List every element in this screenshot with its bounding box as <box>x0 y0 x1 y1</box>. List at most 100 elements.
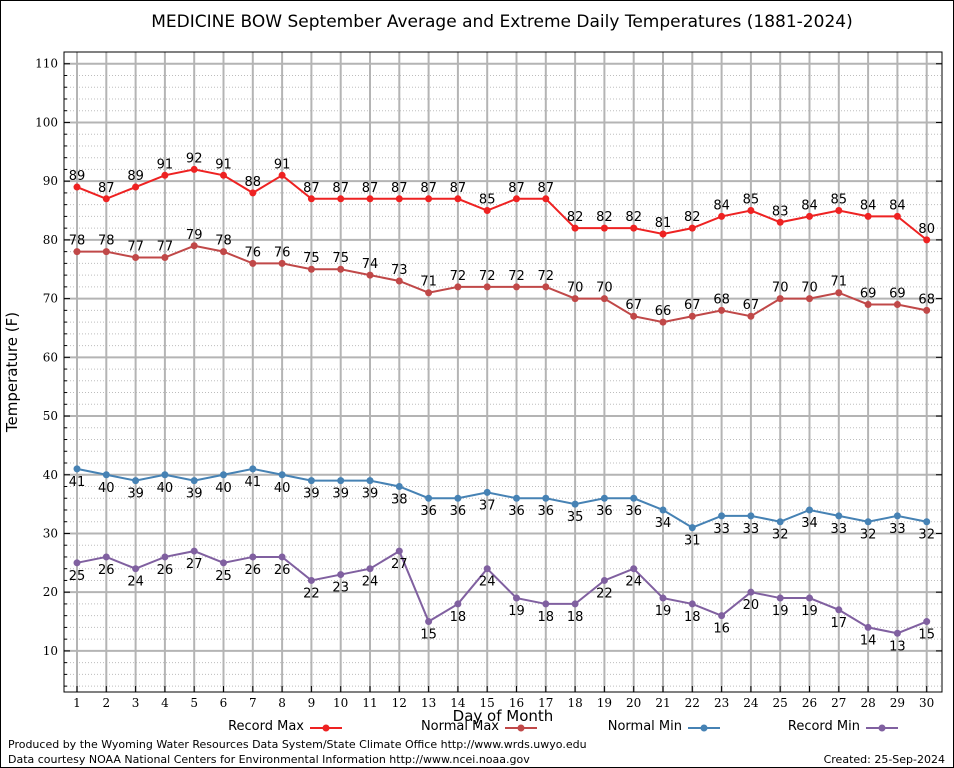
normal-min-point <box>776 518 784 526</box>
record-min-data-label: 26 <box>98 563 115 578</box>
record-min-data-label: 22 <box>596 586 613 601</box>
x-tick-label: 30 <box>919 696 934 710</box>
normal-min-data-label: 36 <box>538 504 555 519</box>
normal-max-point <box>571 295 579 303</box>
record-min-data-label: 24 <box>362 575 379 590</box>
normal-min-point <box>454 494 462 502</box>
record-max-point <box>600 224 608 232</box>
normal-min-data-label: 40 <box>215 481 232 496</box>
record-min-point <box>190 547 198 555</box>
legend-marker-record-max <box>322 724 330 732</box>
normal-min-data-label: 31 <box>684 534 701 549</box>
record-min-point <box>718 612 726 620</box>
x-tick-label: 6 <box>220 696 228 710</box>
normal-min-data-label: 40 <box>274 481 291 496</box>
normal-max-point <box>425 289 433 297</box>
record-min-data-label: 24 <box>127 575 144 590</box>
record-max-data-label: 92 <box>186 151 203 166</box>
normal-max-point <box>249 259 257 267</box>
record-min-data-label: 19 <box>508 604 525 619</box>
normal-max-data-label: 71 <box>831 275 848 290</box>
record-min-data-label: 26 <box>245 563 262 578</box>
normal-max-data-label: 67 <box>625 298 642 313</box>
y-tick-label: 70 <box>43 292 58 306</box>
normal-min-point <box>513 494 520 502</box>
series-lines <box>73 165 931 637</box>
x-tick-label: 27 <box>831 696 846 710</box>
record-min-data-label: 24 <box>625 575 642 590</box>
record-max-point <box>425 195 433 203</box>
record-max-data-label: 87 <box>98 181 115 196</box>
normal-min-point <box>923 518 931 526</box>
record-max-point <box>630 224 638 232</box>
normal-max-data-label: 67 <box>684 298 701 313</box>
record-max-point <box>835 207 843 215</box>
x-tick-label: 14 <box>450 696 466 710</box>
record-min-point <box>688 600 696 608</box>
record-max-point <box>249 189 257 197</box>
normal-min-data-label: 36 <box>508 504 525 519</box>
record-min-point <box>366 565 374 573</box>
normal-min-point <box>659 506 667 514</box>
normal-max-data-label: 68 <box>918 292 935 307</box>
record-min-point <box>923 618 931 626</box>
x-tick-label: 26 <box>802 696 817 710</box>
normal-min-data-label: 34 <box>801 516 818 531</box>
normal-max-data-label: 75 <box>332 251 349 266</box>
record-max-point <box>307 195 315 203</box>
x-tick-label: 10 <box>333 696 348 710</box>
record-min-line <box>76 549 928 635</box>
normal-min-point <box>542 494 550 502</box>
record-min-point <box>307 576 315 584</box>
record-min-point <box>864 623 872 631</box>
record-min-point <box>776 594 784 602</box>
normal-max-point <box>893 300 901 308</box>
normal-min-point <box>132 477 140 485</box>
x-tick-label: 2 <box>102 696 110 710</box>
x-tick-label: 24 <box>743 696 759 710</box>
normal-max-data-label: 70 <box>567 281 584 296</box>
record-max-data-label: 87 <box>391 181 408 196</box>
x-tick-label: 18 <box>567 696 582 710</box>
record-min-point <box>806 594 813 602</box>
normal-max-data-label: 69 <box>860 286 877 301</box>
x-tick-label: 20 <box>626 696 641 710</box>
data-labels: 89 87 89 91 92 91 88 91 87 87 87 87 87 87 85 87 87 82 82 82… <box>69 151 935 654</box>
record-min-point <box>220 559 227 567</box>
record-max-point <box>102 195 110 203</box>
record-max-point <box>483 207 491 215</box>
record-min-point <box>600 576 608 584</box>
normal-max-data-label: 76 <box>274 245 291 260</box>
record-min-data-label: 16 <box>713 622 730 637</box>
normal-max-data-label: 74 <box>362 257 379 272</box>
record-max-data-label: 91 <box>215 157 232 172</box>
normal-min-data-label: 39 <box>186 487 203 502</box>
x-tick-label: 21 <box>655 696 670 710</box>
normal-max-point <box>600 295 608 303</box>
record-min-data-label: 18 <box>684 610 701 625</box>
record-max-point <box>454 195 462 203</box>
normal-max-data-label: 72 <box>450 269 467 284</box>
legend-marker-normal-min <box>700 724 708 732</box>
normal-max-data-label: 70 <box>596 281 613 296</box>
record-min-point <box>395 547 403 555</box>
normal-max-data-label: 71 <box>420 275 437 290</box>
normal-min-data-label: 38 <box>391 492 408 507</box>
x-tick-label: 1 <box>73 696 81 710</box>
record-min-data-label: 22 <box>303 586 320 601</box>
record-max-data-label: 89 <box>127 169 144 184</box>
normal-max-point <box>395 277 403 285</box>
normal-max-data-label: 73 <box>391 263 408 278</box>
normal-max-data-label: 78 <box>215 234 232 249</box>
record-max-data-label: 84 <box>860 198 877 213</box>
legend-label-record-max: Record Max <box>228 719 304 734</box>
normal-min-data-label: 40 <box>98 481 115 496</box>
normal-min-point <box>73 465 81 473</box>
y-axis-label: Temperature (F) <box>3 312 21 433</box>
record-min-point <box>835 606 843 614</box>
record-max-line <box>76 168 928 241</box>
record-max-data-label: 85 <box>479 193 496 208</box>
record-max-data-label: 83 <box>772 204 789 219</box>
record-min-data-label: 23 <box>332 581 349 596</box>
